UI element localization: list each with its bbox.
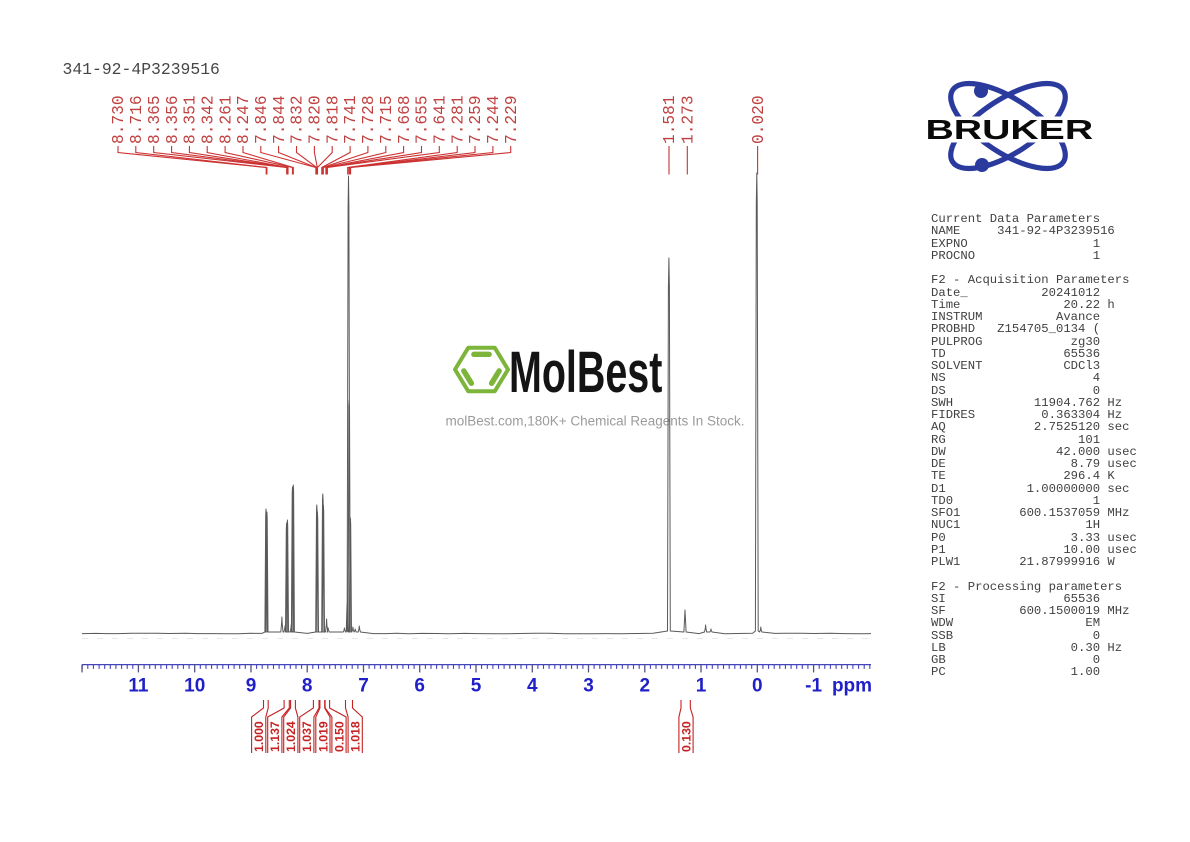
svg-text:7: 7 [358, 676, 369, 697]
svg-text:8.261: 8.261 [217, 95, 235, 144]
svg-text:8: 8 [302, 676, 313, 697]
svg-text:1: 1 [696, 676, 707, 697]
svg-text:ppm: ppm [832, 676, 872, 697]
svg-text:8.351: 8.351 [182, 95, 200, 144]
svg-text:0: 0 [752, 676, 763, 697]
svg-text:1.018: 1.018 [349, 721, 363, 752]
svg-text:7.655: 7.655 [414, 95, 432, 144]
svg-text:1.137: 1.137 [268, 721, 282, 752]
svg-text:7.728: 7.728 [360, 95, 378, 144]
svg-text:7.820: 7.820 [307, 95, 325, 144]
svg-text:BRUKER: BRUKER [926, 114, 1094, 145]
svg-text:8.247: 8.247 [235, 95, 253, 144]
svg-text:8.365: 8.365 [146, 95, 164, 144]
svg-text:1.024: 1.024 [284, 721, 298, 752]
svg-text:-1: -1 [805, 676, 822, 697]
svg-text:5: 5 [471, 676, 482, 697]
svg-text:6: 6 [414, 676, 425, 697]
svg-text:9: 9 [246, 676, 257, 697]
svg-text:1.000: 1.000 [252, 721, 266, 752]
svg-text:1.273: 1.273 [680, 95, 698, 144]
svg-text:7.259: 7.259 [467, 95, 485, 144]
svg-text:3: 3 [583, 676, 594, 697]
svg-text:MolBest: MolBest [509, 339, 662, 404]
svg-text:11: 11 [128, 676, 149, 697]
svg-text:10: 10 [184, 676, 205, 697]
svg-text:7.832: 7.832 [289, 95, 307, 144]
svg-text:molBest.com,180K+ Chemical Rea: molBest.com,180K+ Chemical Reagents In S… [445, 414, 744, 429]
svg-text:1.019: 1.019 [316, 721, 330, 752]
svg-text:7.229: 7.229 [503, 95, 521, 144]
svg-text:7.844: 7.844 [271, 95, 289, 144]
svg-text:7.281: 7.281 [449, 95, 467, 144]
svg-text:1.037: 1.037 [300, 721, 314, 752]
svg-text:0.150: 0.150 [332, 721, 346, 752]
svg-text:0.020: 0.020 [750, 95, 768, 144]
svg-text:8.730: 8.730 [110, 95, 128, 144]
svg-text:0.130: 0.130 [679, 721, 693, 752]
svg-text:7.244: 7.244 [485, 95, 503, 144]
svg-text:1.581: 1.581 [661, 95, 679, 144]
svg-text:7.741: 7.741 [342, 95, 360, 144]
svg-text:2: 2 [640, 676, 651, 697]
svg-text:7.846: 7.846 [253, 95, 271, 144]
svg-text:7.818: 7.818 [324, 95, 342, 144]
svg-text:8.342: 8.342 [199, 95, 217, 144]
svg-text:8.716: 8.716 [128, 95, 146, 144]
svg-text:4: 4 [527, 676, 538, 697]
svg-text:7.668: 7.668 [396, 95, 414, 144]
svg-text:7.641: 7.641 [432, 95, 450, 144]
svg-text:7.715: 7.715 [378, 95, 396, 144]
svg-text:8.356: 8.356 [164, 95, 182, 144]
